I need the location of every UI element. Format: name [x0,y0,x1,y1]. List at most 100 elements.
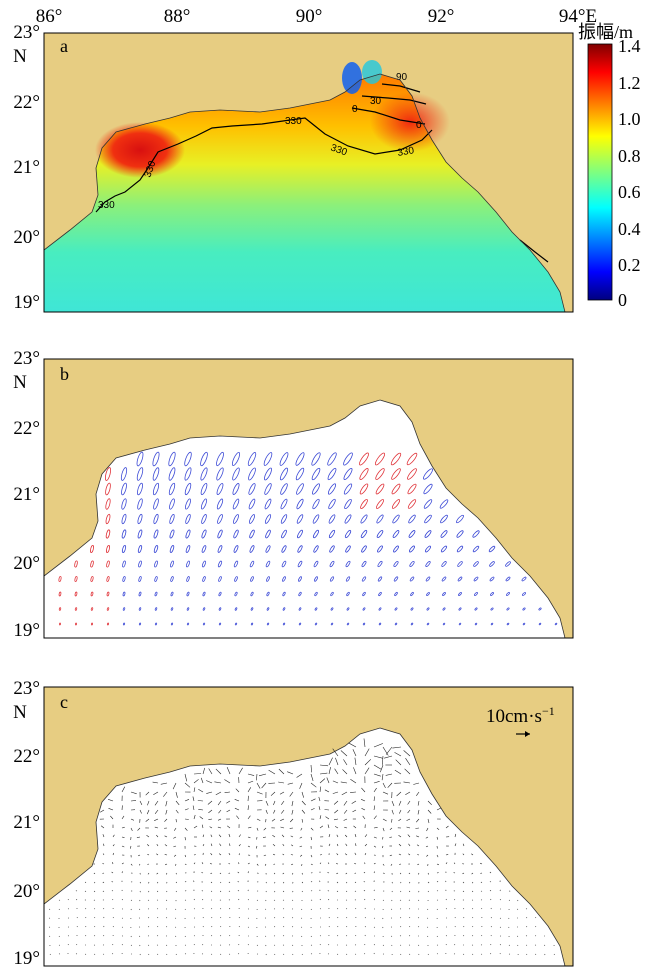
current-arrow [417,917,420,919]
tidal-ellipse [328,514,336,524]
current-arrow [462,890,465,892]
tidal-ellipse [538,622,542,626]
current-arrow [130,863,133,866]
tidal-ellipse [264,514,272,524]
current-arrow [164,863,168,866]
current-arrow [400,890,402,893]
latitude-tick-labels: 23° N 22° 21° 20° 19° [13,348,40,641]
current-arrow [346,881,348,884]
current-arrow [220,953,222,955]
current-arrow [165,899,168,901]
current-arrow [193,773,202,775]
current-arrow [184,818,189,820]
tidal-ellipse [393,545,399,553]
current-arrow [227,825,231,829]
current-arrow [184,782,191,788]
current-arrow [76,899,78,901]
current-arrow [208,809,213,814]
current-arrow [211,908,213,910]
current-arrow [490,953,492,955]
tidal-ellipse [314,591,318,597]
tidal-ellipse [474,622,478,626]
tidal-ellipse [184,467,192,481]
current-arrow [364,953,366,955]
current-arrow [238,926,240,928]
current-arrow [390,863,393,866]
tidal-ellipse [138,576,142,582]
current-arrow [147,844,150,847]
current-arrow [489,871,492,874]
current-arrow [462,843,465,847]
tidal-ellipse [298,576,302,582]
current-arrow [220,926,222,928]
tidal-ellipse [312,498,320,510]
tidal-ellipse [249,529,255,539]
current-arrow [327,872,330,874]
current-arrow [229,935,231,937]
current-arrow [145,818,150,822]
current-arrow [445,862,448,865]
tidal-ellipse [184,482,192,496]
current-arrow [139,863,141,866]
map-frame [43,686,574,967]
current-arrow [226,809,231,813]
current-arrow [218,809,222,814]
current-arrow [274,917,276,919]
map-frame [43,358,574,639]
current-arrow [417,800,420,806]
current-arrow [175,800,180,806]
tidal-ellipse [169,513,175,525]
current-arrow [292,899,294,901]
tidal-ellipse [280,514,288,524]
lat-tick-label: 21° [13,157,40,178]
current-arrow [363,881,366,883]
tidal-ellipse [346,591,350,597]
current-arrow [389,854,393,857]
tidal-ellipse [440,530,448,538]
tidal-ellipse [426,607,430,611]
colorbar-tick-label: 1.4 [618,36,641,56]
current-arrow [234,807,240,811]
current-arrow [218,834,222,838]
current-arrow [364,852,367,856]
current-arrow [344,834,348,838]
contour-lines [95,83,549,263]
tidal-ellipse [186,591,190,597]
tidal-ellipse [314,607,318,611]
tidal-ellipse [121,513,127,525]
current-arrow [333,800,339,805]
tidal-ellipse [218,622,222,626]
current-arrow [256,827,259,831]
tidal-ellipse [217,529,223,539]
tidal-ellipse [391,468,401,480]
lat-tick-label: 23° [13,22,40,43]
current-arrow [472,953,474,955]
current-arrow [139,935,141,937]
tidal-ellipse [249,514,255,524]
tidal-ellipse [359,452,369,466]
current-arrow [281,834,285,838]
current-arrow [228,881,231,884]
tidal-ellipse [345,576,351,582]
current-arrow [332,780,339,784]
current-arrow [184,827,188,831]
current-arrow [354,890,357,892]
tidal-ellipse [137,482,143,496]
current-arrow [427,809,432,814]
current-arrow [354,834,357,838]
current-arrow [310,808,315,811]
tidal-ellipse [425,561,431,567]
current-arrow [364,767,370,775]
tidal-ellipse [265,545,271,553]
tidal-ellipse [457,561,463,567]
tidal-ellipse [359,468,369,480]
current-arrow [145,791,150,796]
tidal-ellipse [439,499,449,509]
current-arrow [228,890,231,892]
current-arrow [353,825,357,829]
current-arrow [215,791,222,796]
current-arrow [445,908,448,910]
current-arrow [137,854,141,857]
tidal-ellipse [406,452,418,466]
current-arrow [436,827,440,831]
